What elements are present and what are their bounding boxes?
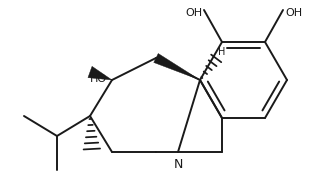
Text: H: H bbox=[218, 47, 225, 57]
Text: N: N bbox=[173, 158, 183, 171]
Polygon shape bbox=[88, 66, 112, 80]
Text: OH: OH bbox=[285, 8, 302, 18]
Text: OH: OH bbox=[185, 8, 202, 18]
Polygon shape bbox=[154, 54, 200, 80]
Text: HO: HO bbox=[90, 74, 107, 84]
